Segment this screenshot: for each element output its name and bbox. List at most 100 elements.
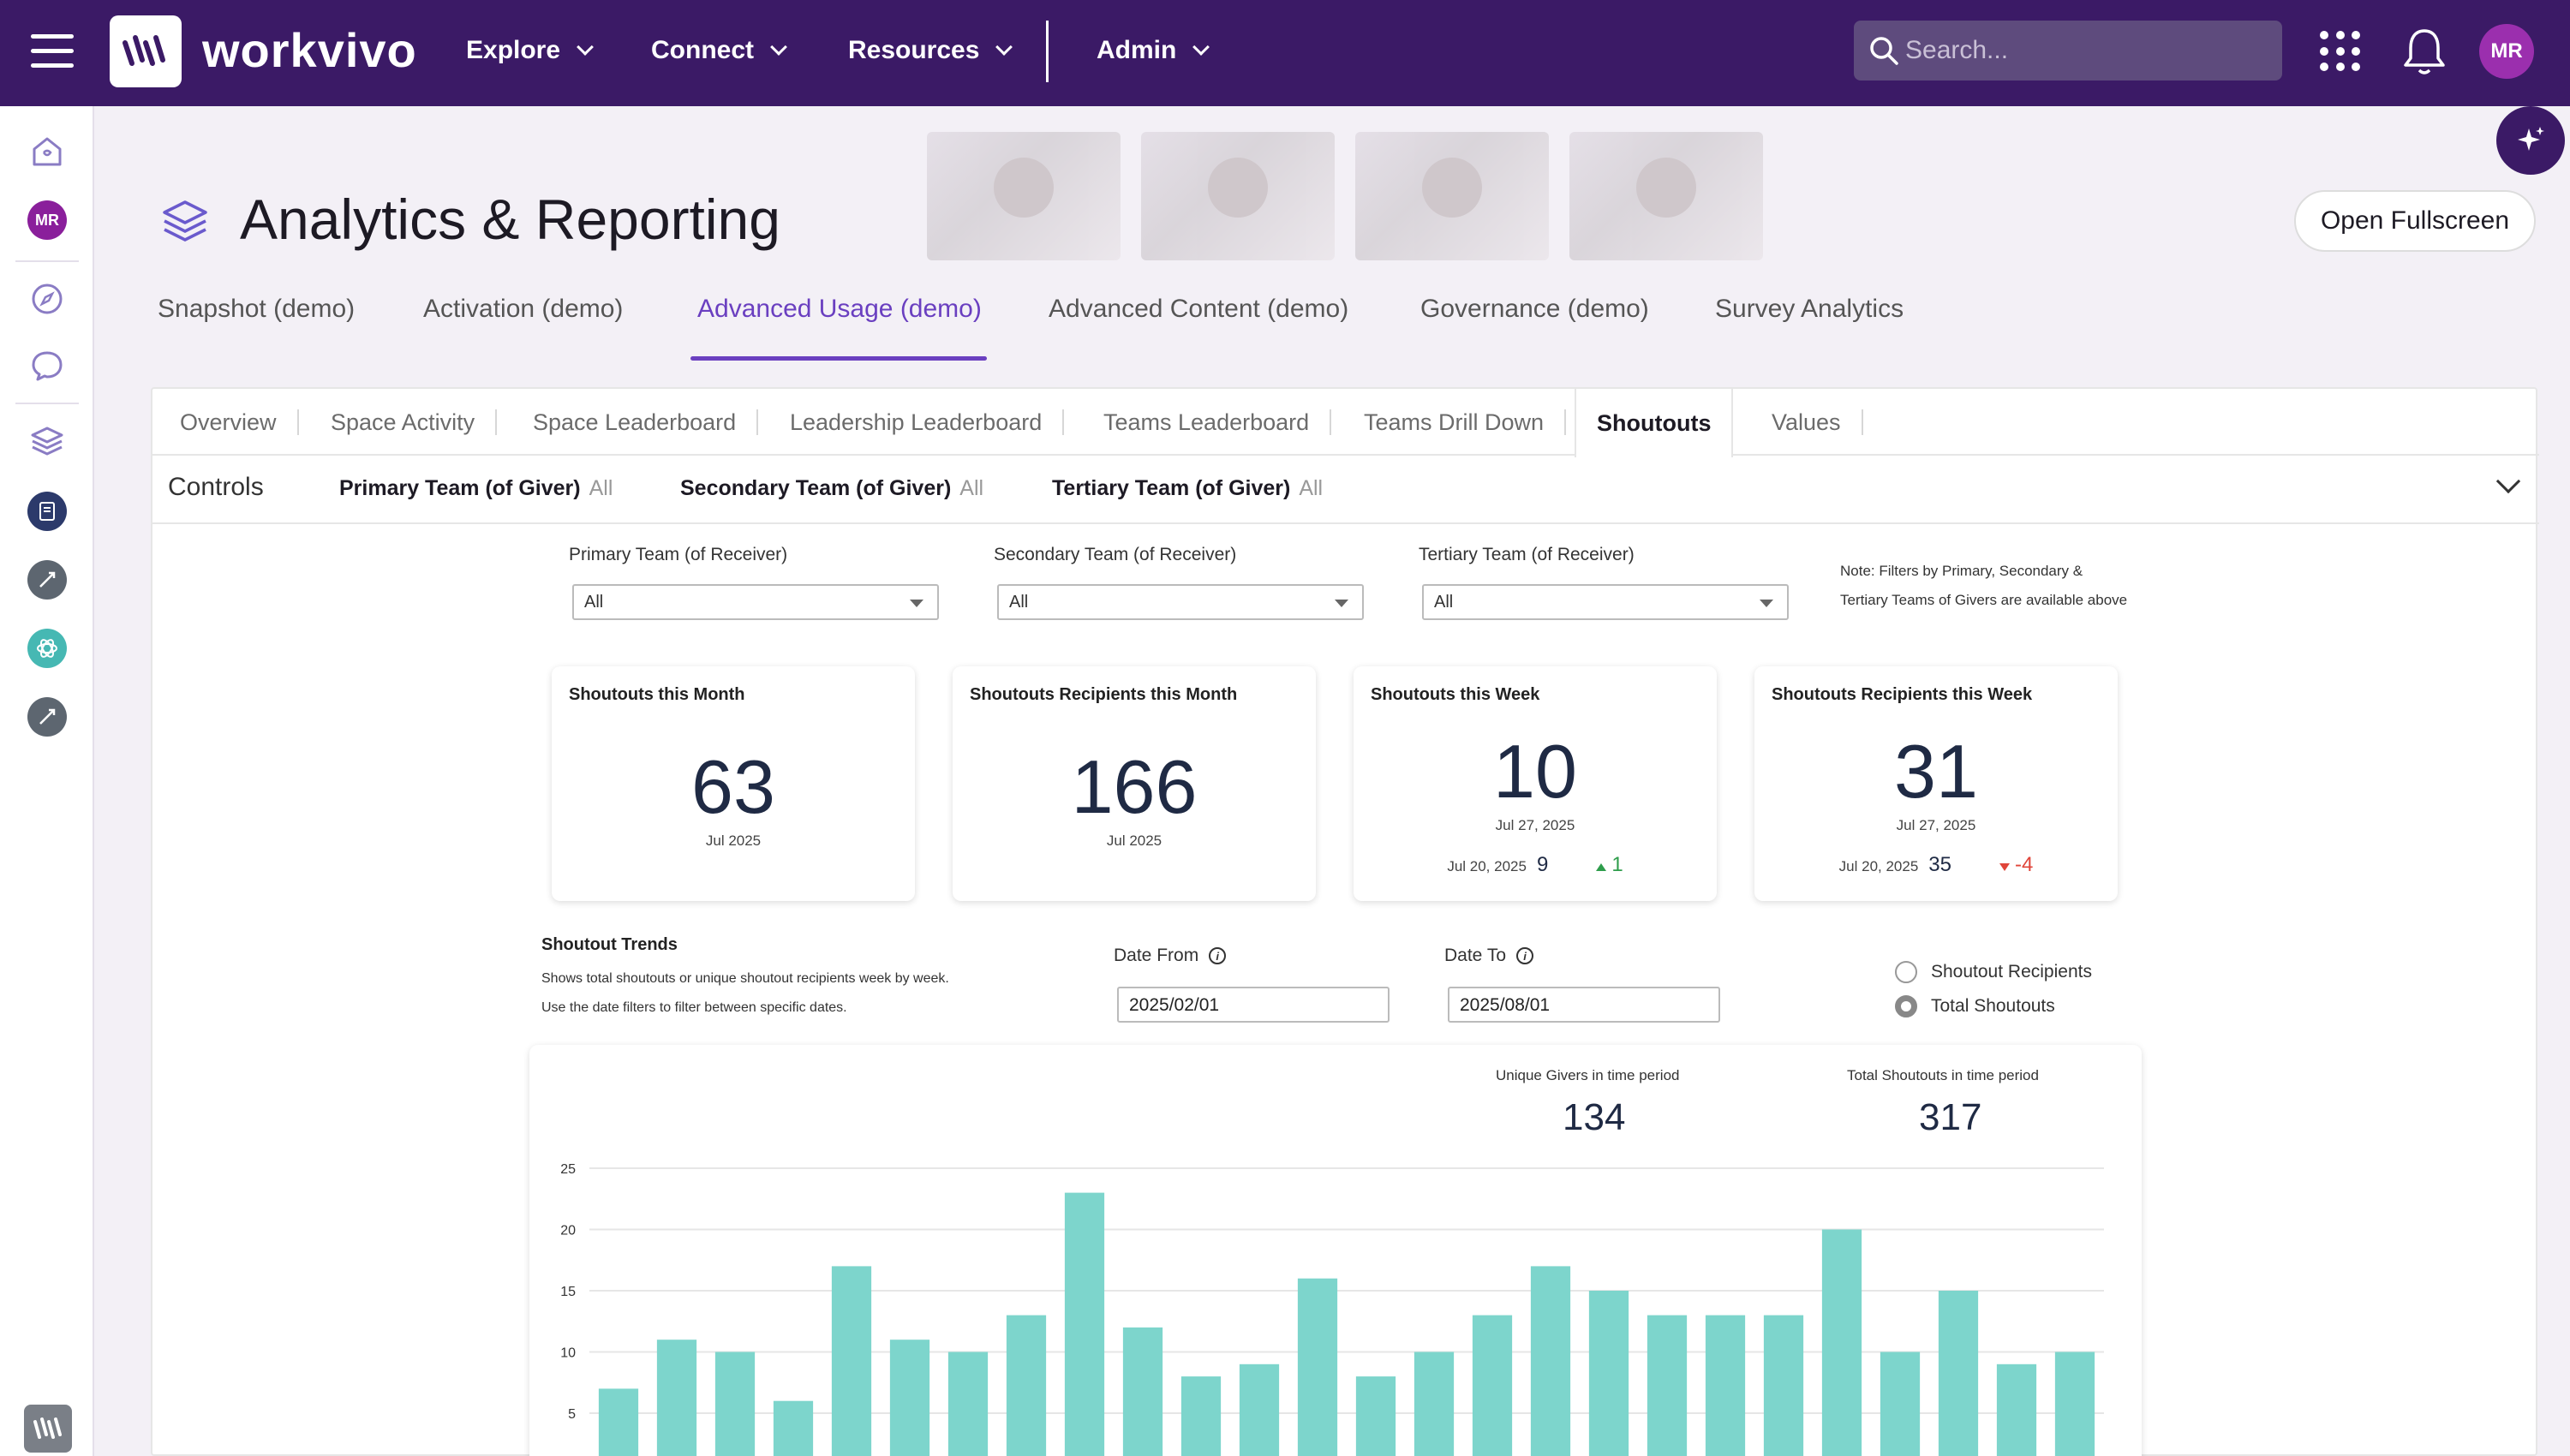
workvivo-footer-logo[interactable] [24,1405,72,1453]
controls-label: Controls [168,473,264,501]
chevron-down-icon [770,39,787,56]
search-placeholder: Search... [1905,36,2009,64]
unique-givers-value: 134 [1563,1096,1626,1138]
chart-bar[interactable] [714,1352,756,1456]
sidebar-avatar[interactable]: MR [27,200,67,240]
apps-grid-icon[interactable] [2320,31,2361,72]
chart-bar[interactable] [1297,1278,1338,1456]
top-bar: workvivo Explore Connect Resources Admin… [0,0,2570,106]
chevron-down-icon [995,39,1013,56]
radio-total-shoutouts[interactable]: Total Shoutouts [1895,995,2055,1017]
kpi-card-recipients-month: Shoutouts Recipients this Month 166 Jul … [953,666,1316,901]
sidebar-divider [15,260,79,262]
chat-icon[interactable] [27,346,67,385]
chart-bar[interactable] [831,1266,872,1456]
space-icon-rocket[interactable] [27,697,67,737]
tab-advanced-usage[interactable]: Advanced Usage (demo) [697,295,982,323]
previous-week-comparison: Jul 20, 2025 9 1 [1447,853,1623,876]
trend-down-icon [1999,863,2010,871]
chart-bar[interactable] [1647,1315,1688,1456]
user-avatar[interactable]: MR [2479,24,2534,79]
subtab-teams-leaderboard[interactable]: Teams Leaderboard [1083,389,1332,456]
chevron-down-icon [1192,39,1210,56]
chart-bar[interactable] [1763,1315,1804,1456]
nav-explore[interactable]: Explore [466,36,594,65]
workvivo-logo[interactable] [110,15,182,87]
chart-bar[interactable] [1530,1266,1571,1456]
trend-up-icon [1596,863,1607,871]
chart-bar[interactable] [1880,1352,1921,1456]
space-icon-book[interactable] [27,492,67,531]
previous-week-comparison: Jul 20, 2025 35 -4 [1838,853,2034,876]
chart-bar[interactable] [1588,1291,1629,1456]
chart-bar[interactable] [598,1388,639,1456]
radio-button-icon[interactable] [1895,961,1917,983]
sparkle-icon [2518,127,2544,151]
info-icon[interactable]: i [1516,947,1533,964]
chart-bar[interactable] [1821,1229,1862,1456]
bell-icon[interactable] [2400,26,2448,77]
subtab-space-leaderboard[interactable]: Space Leaderboard [512,389,759,456]
layers-icon [163,200,207,242]
chart-bar[interactable] [1705,1315,1746,1456]
subtab-space-activity[interactable]: Space Activity [310,389,498,456]
compass-icon[interactable] [27,279,67,319]
control-secondary-team-giver[interactable]: Secondary Team (of Giver) All [680,476,984,500]
chart-bar[interactable] [1355,1376,1396,1456]
search-input[interactable]: Search... [1854,21,2282,81]
open-fullscreen-button[interactable]: Open Fullscreen [2294,190,2536,252]
control-tertiary-team-giver[interactable]: Tertiary Team (of Giver) All [1052,476,1324,500]
primary-team-receiver-select[interactable]: All [572,584,939,620]
shoutout-trends-title: Shoutout Trends [541,935,678,954]
tab-advanced-content[interactable]: Advanced Content (demo) [1049,295,1349,323]
subtab-values[interactable]: Values [1751,389,1863,456]
ai-sparkle-button[interactable] [2496,106,2565,175]
subtab-teams-drill-down[interactable]: Teams Drill Down [1343,389,1567,456]
date-to-input[interactable]: 2025/08/01 [1448,987,1720,1023]
tertiary-team-receiver-select[interactable]: All [1422,584,1789,620]
date-from-input[interactable]: 2025/02/01 [1117,987,1390,1023]
chart-bar[interactable] [1122,1327,1163,1456]
nav-divider [1046,21,1049,82]
chart-bar[interactable] [773,1400,814,1456]
chevron-down-icon[interactable] [2495,468,2521,494]
tab-survey-analytics[interactable]: Survey Analytics [1715,295,1904,323]
chart-bar[interactable] [947,1352,989,1456]
y-tick-label: 25 [560,1162,576,1177]
chart-bar[interactable] [1414,1352,1455,1456]
nav-admin[interactable]: Admin [1097,36,1210,65]
chart-bar[interactable] [656,1340,697,1456]
chart-bar[interactable] [1180,1376,1222,1456]
chart-bar[interactable] [889,1340,930,1456]
sidebar-home-icon[interactable] [27,132,67,171]
shoutout-trends-description: Shows total shoutouts or unique shoutout… [541,971,949,1015]
space-icon-rocket[interactable] [27,560,67,600]
radio-button-selected-icon[interactable] [1895,995,1917,1017]
nav-connect[interactable]: Connect [651,36,787,65]
nav-resources[interactable]: Resources [848,36,1013,65]
chart-bar[interactable] [1064,1192,1105,1456]
chart-bar[interactable] [1472,1315,1513,1456]
chart-bar[interactable] [1938,1291,1979,1456]
chart-bar[interactable] [2054,1352,2095,1456]
layers-icon[interactable] [27,421,67,461]
info-icon[interactable]: i [1209,947,1227,964]
chart-bar[interactable] [1239,1364,1280,1456]
subtab-leadership-leaderboard[interactable]: Leadership Leaderboard [769,389,1065,456]
controls-bar[interactable]: Controls Primary Team (of Giver) All Seco… [152,456,2539,524]
radio-shoutout-recipients[interactable]: Shoutout Recipients [1895,961,2092,983]
tab-activation[interactable]: Activation (demo) [423,295,624,323]
tab-governance[interactable]: Governance (demo) [1420,295,1649,323]
banner-photo [1569,132,1763,260]
secondary-team-receiver-select[interactable]: All [997,584,1364,620]
control-primary-team-giver[interactable]: Primary Team (of Giver) All [339,476,613,500]
kpi-card-shoutouts-month: Shoutouts this Month 63 Jul 2025 [552,666,915,901]
subtab-overview[interactable]: Overview [159,389,299,456]
space-icon-atom[interactable] [27,629,67,668]
chart-bar[interactable] [1996,1364,2037,1456]
chart-bar[interactable] [1006,1315,1047,1456]
tab-snapshot[interactable]: Snapshot (demo) [158,295,356,323]
menu-icon[interactable] [31,34,74,69]
subtab-shoutouts[interactable]: Shoutouts [1575,389,1734,457]
bar-chart: 5 10 15 20 25 [560,1162,2104,1456]
